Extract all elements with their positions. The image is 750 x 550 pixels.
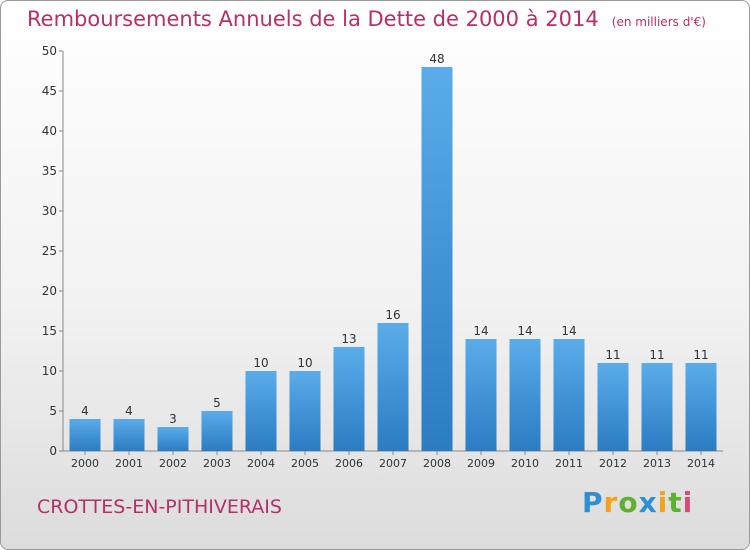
x-tick-label: 2003 <box>203 457 231 470</box>
bar-2014 <box>685 363 717 451</box>
data-label: 10 <box>253 356 268 370</box>
x-tick-label: 2011 <box>555 457 583 470</box>
proxiti-logo: Proxiti <box>582 486 694 519</box>
bar-2005 <box>289 371 321 451</box>
data-label: 10 <box>297 356 312 370</box>
y-tick-label: 50 <box>42 44 57 58</box>
bar-2009 <box>465 339 497 451</box>
title-row: Remboursements Annuels de la Dette de 20… <box>27 7 706 31</box>
chart-title: Remboursements Annuels de la Dette de 20… <box>27 7 599 31</box>
x-tick-label: 2008 <box>423 457 451 470</box>
y-tick-label: 45 <box>42 84 57 98</box>
unit-label: (en milliers d'€) <box>611 15 706 29</box>
bar-2007 <box>377 323 409 451</box>
x-tick-label: 2007 <box>379 457 407 470</box>
bar-2011 <box>553 339 585 451</box>
y-tick-label: 20 <box>42 284 57 298</box>
data-label: 11 <box>605 348 620 362</box>
bar-2013 <box>641 363 673 451</box>
y-tick-label: 0 <box>49 444 57 458</box>
bar-2003 <box>201 411 233 451</box>
y-tick-label: 25 <box>42 244 57 258</box>
x-tick-label: 2004 <box>247 457 275 470</box>
bar-2006 <box>333 347 365 451</box>
data-label: 4 <box>125 404 133 418</box>
bar-2012 <box>597 363 629 451</box>
x-tick-label: 2002 <box>159 457 187 470</box>
bar-2001 <box>113 419 145 451</box>
y-tick-label: 30 <box>42 204 57 218</box>
x-tick-label: 2009 <box>467 457 495 470</box>
x-tick-label: 2005 <box>291 457 319 470</box>
data-label: 16 <box>385 308 400 322</box>
y-tick-label: 40 <box>42 124 57 138</box>
y-tick-label: 35 <box>42 164 57 178</box>
bars <box>69 67 717 451</box>
data-label: 14 <box>473 324 488 338</box>
data-label: 5 <box>213 396 221 410</box>
x-tick-label: 2000 <box>71 457 99 470</box>
x-tick-label: 2001 <box>115 457 143 470</box>
data-label: 48 <box>429 52 444 66</box>
bar-2004 <box>245 371 277 451</box>
data-label: 14 <box>517 324 532 338</box>
x-tick-label: 2012 <box>599 457 627 470</box>
data-label: 11 <box>693 348 708 362</box>
x-tick-label: 2014 <box>687 457 715 470</box>
data-label: 11 <box>649 348 664 362</box>
data-label: 14 <box>561 324 576 338</box>
x-tick-label: 2006 <box>335 457 363 470</box>
bar-2002 <box>157 427 189 451</box>
data-label: 13 <box>341 332 356 346</box>
commune-name: CROTTES-EN-PITHIVERAIS <box>37 496 282 518</box>
data-labels: 4 4 3 5 10 10 13 16 48 14 14 14 11 11 11 <box>81 52 708 426</box>
bar-2010 <box>509 339 541 451</box>
bar-2008 <box>421 67 453 451</box>
y-tick-label: 10 <box>42 364 57 378</box>
bar-2000 <box>69 419 101 451</box>
x-tick-label: 2010 <box>511 457 539 470</box>
data-label: 3 <box>169 412 177 426</box>
data-label: 4 <box>81 404 89 418</box>
y-tick-label: 15 <box>42 324 57 338</box>
y-tick-label: 5 <box>49 404 57 418</box>
x-tick-label: 2013 <box>643 457 671 470</box>
